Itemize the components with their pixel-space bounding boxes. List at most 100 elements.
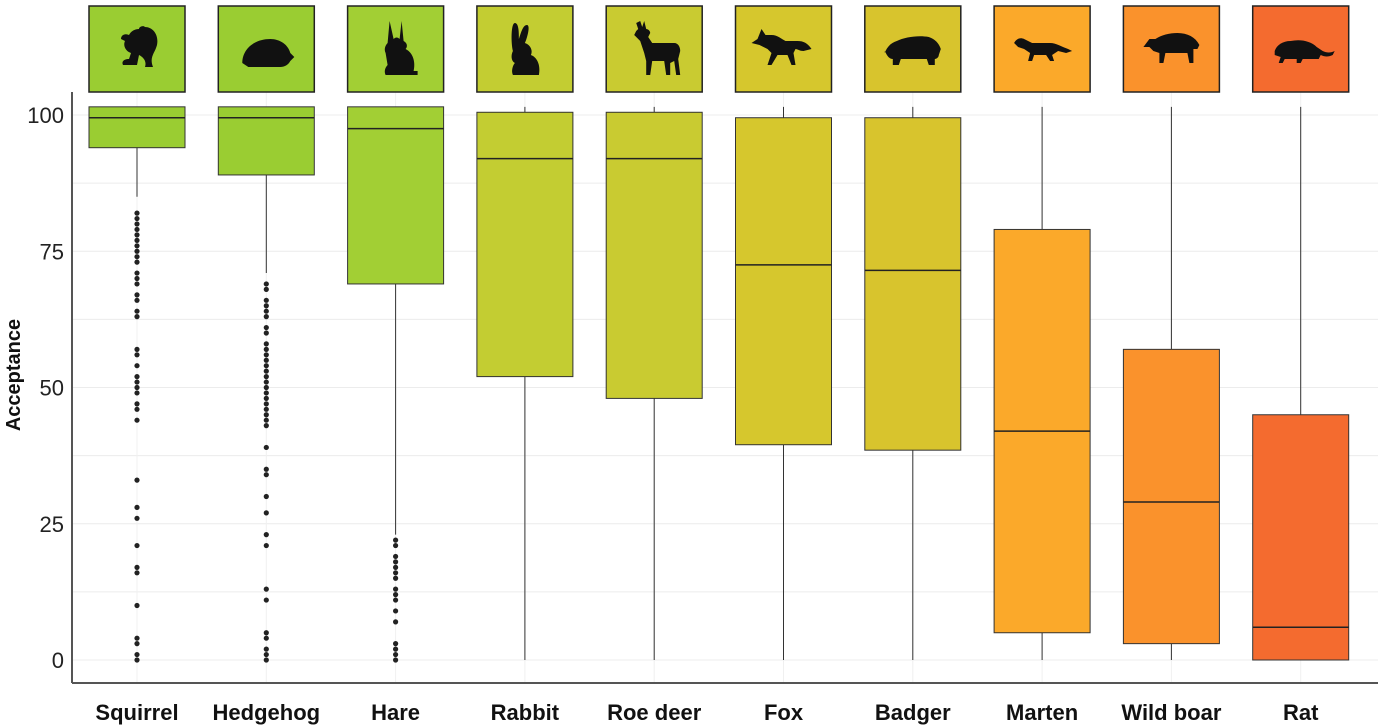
y-tick-label: 0 — [52, 648, 64, 673]
outlier-point — [134, 308, 140, 314]
y-tick-label: 75 — [40, 239, 64, 264]
x-tick-label: Squirrel — [95, 700, 178, 725]
outlier-point — [393, 542, 399, 549]
hedgehog-icon-shape — [242, 39, 295, 67]
outlier-point — [134, 259, 140, 265]
marten-icon-shape — [1014, 38, 1073, 61]
outlier-point — [393, 651, 399, 658]
box-rat — [1252, 414, 1350, 661]
outlier-point — [263, 651, 269, 658]
x-tick-label: Wild boar — [1121, 700, 1221, 725]
outlier-point — [134, 248, 140, 254]
outlier-point — [134, 292, 140, 298]
axes — [71, 92, 1378, 684]
outlier-point — [393, 597, 399, 603]
outlier-point — [393, 586, 399, 592]
outlier-point — [134, 384, 140, 391]
outlier-point — [134, 515, 140, 521]
outlier-point — [393, 646, 399, 652]
outlier-point — [263, 417, 269, 423]
x-tick-label: Roe deer — [607, 700, 702, 725]
box-rabbit — [476, 111, 574, 378]
fox-icon — [734, 5, 833, 93]
outlier-point — [134, 379, 140, 385]
outlier-point — [263, 472, 269, 478]
outlier-point — [134, 352, 140, 358]
outlier-point — [263, 330, 269, 336]
y-axis-label: Acceptance — [3, 319, 25, 431]
outlier-point — [134, 243, 140, 249]
hare-icon-shape — [384, 21, 418, 75]
outlier-point — [263, 286, 269, 292]
outlier-point — [263, 368, 269, 374]
outlier-point — [263, 646, 269, 652]
x-tick-label: Fox — [764, 700, 804, 725]
wild-boar-icon-shape — [1143, 33, 1200, 63]
outlier-point — [134, 635, 140, 641]
box-squirrel — [88, 106, 186, 149]
boxes — [88, 106, 1350, 663]
outlier-point — [134, 602, 140, 609]
outlier-point — [263, 493, 269, 500]
outlier-point — [134, 401, 140, 407]
outlier-point — [134, 254, 140, 260]
outlier-point — [134, 346, 140, 352]
roe-deer-icon-shape — [634, 21, 681, 75]
outlier-point — [263, 444, 269, 451]
outlier-point — [393, 570, 399, 576]
outlier-point — [263, 374, 269, 380]
wild-boar-icon — [1122, 5, 1221, 93]
outlier-point — [134, 363, 140, 369]
x-tick-label: Badger — [875, 700, 951, 725]
outlier-point — [134, 564, 140, 570]
outlier-point — [134, 237, 140, 243]
x-tick-label: Marten — [1006, 700, 1078, 725]
outlier-point — [263, 532, 269, 538]
animal-icons — [88, 5, 1350, 93]
outlier-point — [134, 281, 140, 287]
outlier-point — [393, 575, 399, 581]
outlier-point — [263, 352, 269, 358]
y-tick-label: 25 — [40, 512, 64, 537]
outlier-point — [263, 314, 269, 320]
box-badger — [864, 117, 962, 451]
outlier-point — [134, 215, 140, 222]
x-tick-label: Rat — [1283, 700, 1319, 725]
outlier-point — [263, 395, 269, 401]
rat-icon-shape — [1274, 40, 1335, 63]
icon-tile — [605, 5, 703, 93]
marten-icon — [993, 5, 1091, 93]
outlier-point — [263, 357, 269, 363]
outlier-point — [263, 390, 269, 396]
outlier-point — [263, 303, 269, 309]
box-hare — [347, 106, 445, 285]
outlier-point — [263, 510, 269, 516]
outlier-point — [263, 423, 269, 429]
outlier-point — [263, 363, 269, 369]
y-tick-labels: 0 25 50 75 100 — [27, 103, 64, 673]
outlier-point — [393, 559, 399, 565]
outlier-point — [134, 232, 140, 238]
outlier-point — [263, 401, 269, 407]
outlier-point — [134, 477, 140, 483]
outlier-point — [393, 657, 399, 663]
outlier-point — [134, 210, 140, 216]
outlier-point — [134, 657, 140, 663]
outlier-point — [393, 608, 399, 614]
outlier-point — [134, 542, 140, 549]
outlier-point — [263, 630, 269, 636]
roe-deer-icon — [605, 5, 703, 93]
outlier-point — [263, 379, 269, 385]
outlier-point — [263, 466, 269, 472]
outlier-point — [134, 570, 140, 576]
outlier-point — [263, 597, 269, 603]
x-tick-label: Hedgehog — [213, 700, 321, 725]
squirrel-icon — [88, 5, 186, 93]
outlier-point — [263, 384, 269, 391]
outlier-point — [263, 635, 269, 641]
x-tick-label: Rabbit — [491, 700, 560, 725]
outlier-point — [134, 390, 140, 396]
outlier-point — [263, 297, 269, 303]
outlier-point — [393, 619, 399, 625]
